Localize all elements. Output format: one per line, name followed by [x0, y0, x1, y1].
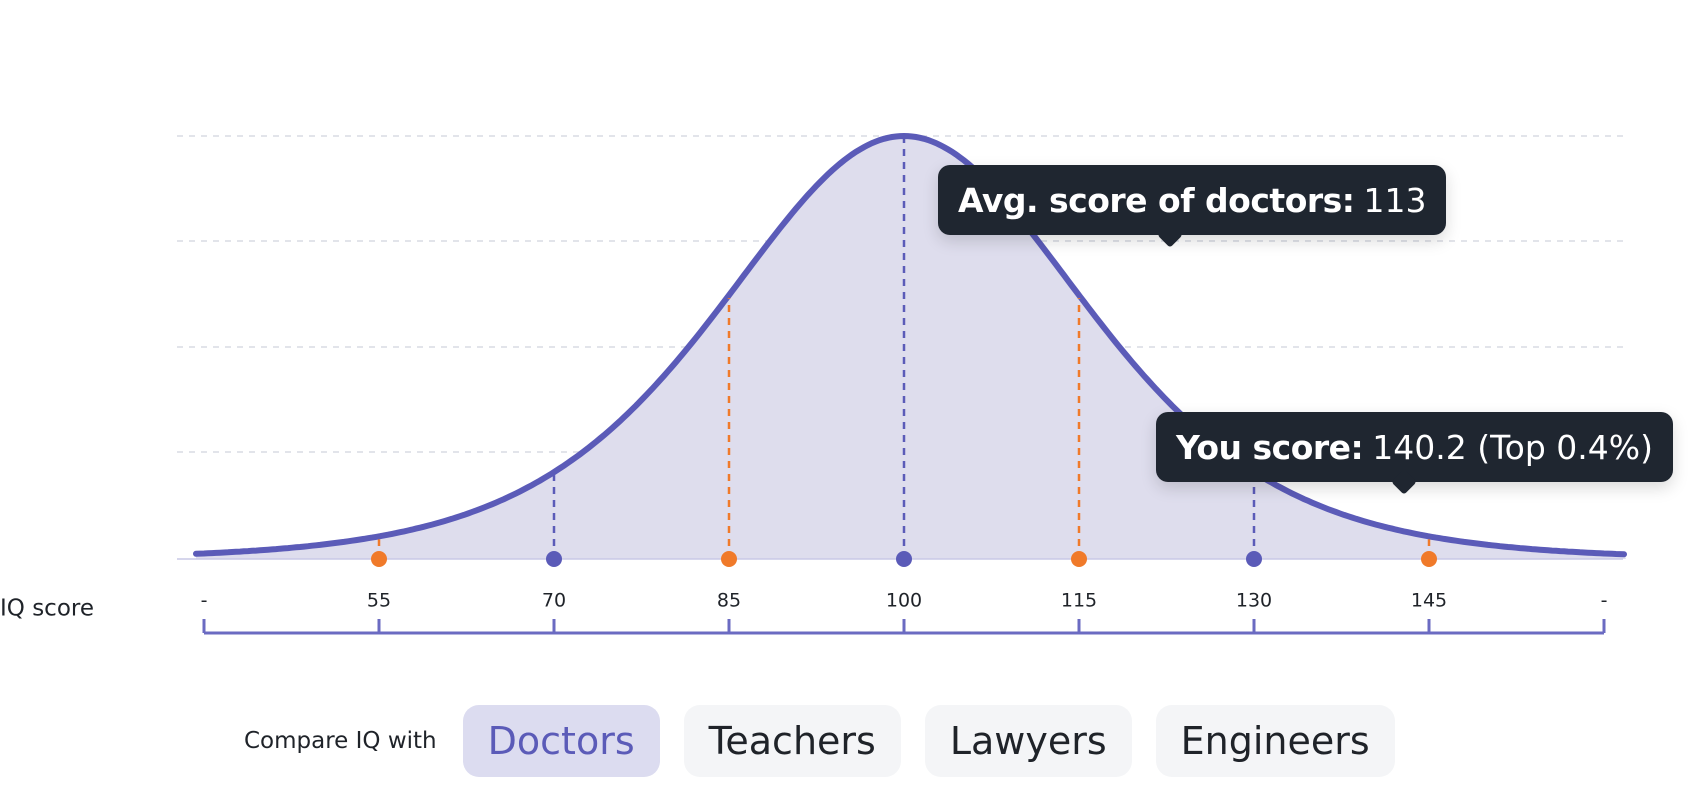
x-tick-label: 55 [367, 590, 391, 612]
compare-option[interactable]: Doctors [462, 705, 660, 777]
x-tick-label: 130 [1236, 590, 1272, 612]
x-tick-label: 100 [886, 590, 922, 612]
x-tick-label: - [201, 590, 208, 612]
x-tick-label: 145 [1411, 590, 1447, 612]
tooltip: You score: 140.2 (Top 0.4%) [1156, 412, 1673, 495]
marker-dot [896, 551, 912, 567]
x-tick-label: 115 [1061, 590, 1097, 612]
tooltip-label: You score: [1176, 427, 1364, 467]
x-tick-label: 70 [542, 590, 566, 612]
x-tick-label: - [1601, 590, 1608, 612]
x-axis-label: IQ score [0, 596, 94, 622]
tooltip-value: 113 [1363, 180, 1427, 220]
curve-area [196, 136, 1626, 559]
x-tick-label: 85 [717, 590, 741, 612]
marker-dot [1246, 551, 1262, 567]
compare-option[interactable]: Lawyers [924, 705, 1132, 777]
compare-option[interactable]: Engineers [1155, 705, 1395, 777]
tooltip-value: 140.2 (Top 0.4%) [1372, 427, 1653, 467]
tooltip: Avg. score of doctors: 113 [938, 165, 1447, 248]
marker-dot [546, 551, 562, 567]
marker-dot [371, 551, 387, 567]
marker-dot [1071, 551, 1087, 567]
marker-dot [721, 551, 737, 567]
compare-row: Compare IQ with Doctors Teachers Lawyers En… [244, 705, 1395, 777]
tooltip-label: Avg. score of doctors: [958, 180, 1355, 220]
marker-dot [1421, 551, 1437, 567]
compare-option[interactable]: Teachers [683, 705, 901, 777]
curve [193, 132, 1627, 558]
compare-label: Compare IQ with [244, 728, 437, 754]
